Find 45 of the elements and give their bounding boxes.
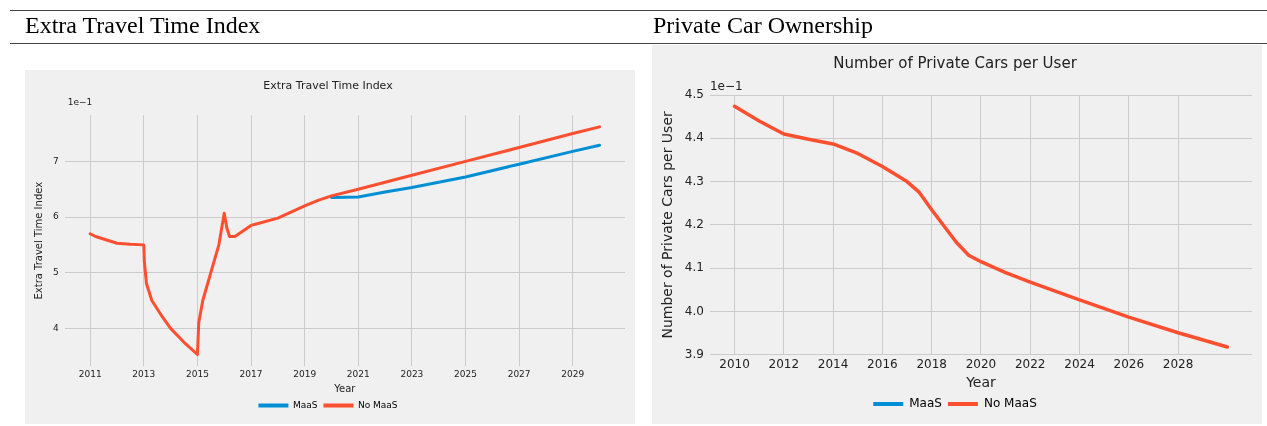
legend-label: No MaaS <box>983 396 1037 411</box>
x-tick-label: 2023 <box>400 368 424 379</box>
x-tick-label: 2019 <box>293 368 317 379</box>
y-axis-title: Extra Travel Time Index <box>32 181 44 300</box>
x-tick-label: 2015 <box>185 368 209 379</box>
x-tick-label: 2026 <box>1113 357 1145 372</box>
y-tick-label: 4.4 <box>684 130 704 145</box>
text: 1e−1 <box>709 79 743 94</box>
text: Private Car Ownership <box>653 12 873 39</box>
x-tick-label: 2027 <box>507 368 531 379</box>
x-tick-label: 2011 <box>78 368 102 379</box>
x-tick-label: 2013 <box>132 368 156 379</box>
x-axis-title: Year <box>965 374 997 391</box>
text: Extra Travel Time Index <box>25 12 261 39</box>
x-tick-label: 2018 <box>916 357 947 372</box>
y-tick-label: 7 <box>52 155 59 166</box>
x-tick-label: 2017 <box>239 368 263 379</box>
y-tick-label: 4.2 <box>684 217 704 232</box>
x-tick-label: 2028 <box>1162 357 1194 372</box>
y-tick-label: 4.0 <box>684 303 704 318</box>
y-tick-label: 5 <box>52 267 59 278</box>
chart-title: Number of Private Cars per User <box>833 53 1078 72</box>
chart-title: Extra Travel Time Index <box>263 79 394 93</box>
legend-label: MaaS <box>292 399 318 410</box>
legend-label: No MaaS <box>357 399 398 410</box>
x-tick-label: 2010 <box>719 357 750 372</box>
x-tick-label: 2029 <box>561 368 585 379</box>
x-tick-label: 2014 <box>817 357 849 372</box>
y-tick-label: 3.9 <box>684 346 704 361</box>
x-tick-label: 2020 <box>965 357 997 372</box>
x-axis-title: Year <box>333 382 357 394</box>
legend-label: MaaS <box>909 396 942 411</box>
y-tick-label: 4.5 <box>684 87 704 102</box>
text: 1e−1 <box>67 97 93 108</box>
x-tick-label: 2025 <box>454 368 477 379</box>
y-tick-label: 4.1 <box>684 260 704 275</box>
x-tick-label: 2022 <box>1014 357 1046 372</box>
x-tick-label: 2012 <box>768 357 800 372</box>
y-tick-label: 4.3 <box>684 173 704 188</box>
x-tick-label: 2024 <box>1064 357 1095 372</box>
y-axis-title: Number of Private Cars per User <box>659 110 676 339</box>
x-tick-label: 2016 <box>867 357 898 372</box>
y-tick-label: 6 <box>52 211 59 222</box>
x-tick-label: 2021 <box>346 368 370 379</box>
y-tick-label: 4 <box>52 322 59 333</box>
